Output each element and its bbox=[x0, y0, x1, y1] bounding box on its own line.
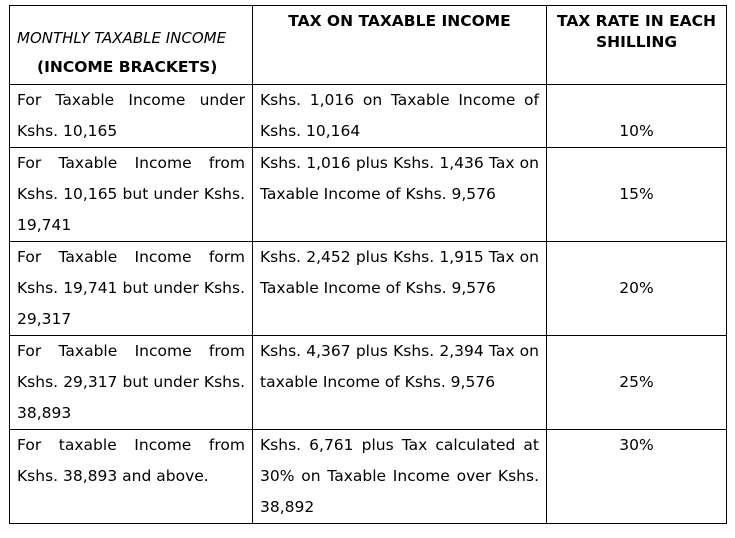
header-income-subtitle: (INCOME BRACKETS) bbox=[37, 58, 218, 76]
income-bracket-cell: For Taxable Income from Kshs. 10,165 but… bbox=[9, 147, 253, 242]
table-row: For Taxable Income from Kshs. 10,165 but… bbox=[9, 147, 727, 242]
tax-rate-cell: 30% bbox=[546, 429, 727, 524]
table-row: For Taxable Income form Kshs. 19,741 but… bbox=[9, 241, 727, 336]
income-bracket-cell: For Taxable Income under Kshs. 10,165 bbox=[9, 84, 253, 148]
header-income-brackets: MONTHLY TAXABLE INCOME (INCOME BRACKETS) bbox=[9, 5, 253, 85]
tax-amount-cell: Kshs. 4,367 plus Kshs. 2,394 Tax on taxa… bbox=[252, 335, 547, 430]
tax-rate-cell: 20% bbox=[546, 241, 727, 336]
header-row: MONTHLY TAXABLE INCOME (INCOME BRACKETS)… bbox=[9, 5, 727, 85]
header-tax-rate: TAX RATE IN EACH SHILLING bbox=[546, 5, 727, 85]
table-row: For Taxable Income from Kshs. 29,317 but… bbox=[9, 335, 727, 430]
tax-amount-cell: Kshs. 6,761 plus Tax calculated at 30% o… bbox=[252, 429, 547, 524]
income-bracket-cell: For Taxable Income form Kshs. 19,741 but… bbox=[9, 241, 253, 336]
header-income-title: MONTHLY TAXABLE INCOME bbox=[17, 29, 227, 47]
tax-rate-cell: 10% bbox=[546, 84, 727, 148]
income-bracket-cell: For Taxable Income from Kshs. 29,317 but… bbox=[9, 335, 253, 430]
tax-rate-cell: 15% bbox=[546, 147, 727, 242]
tax-amount-cell: Kshs. 1,016 plus Kshs. 1,436 Tax on Taxa… bbox=[252, 147, 547, 242]
tax-brackets-table: MONTHLY TAXABLE INCOME (INCOME BRACKETS)… bbox=[9, 5, 727, 524]
tax-amount-cell: Kshs. 1,016 on Taxable Income of Kshs. 1… bbox=[252, 84, 547, 148]
tax-amount-cell: Kshs. 2,452 plus Kshs. 1,915 Tax on Taxa… bbox=[252, 241, 547, 336]
table-row: For taxable Income from Kshs. 38,893 and… bbox=[9, 429, 727, 524]
table-row: For Taxable Income under Kshs. 10,165 Ks… bbox=[9, 84, 727, 148]
header-tax-on-income: TAX ON TAXABLE INCOME bbox=[252, 5, 547, 85]
income-bracket-cell: For taxable Income from Kshs. 38,893 and… bbox=[9, 429, 253, 524]
table-header: MONTHLY TAXABLE INCOME (INCOME BRACKETS)… bbox=[9, 5, 727, 85]
tax-rate-cell: 25% bbox=[546, 335, 727, 430]
